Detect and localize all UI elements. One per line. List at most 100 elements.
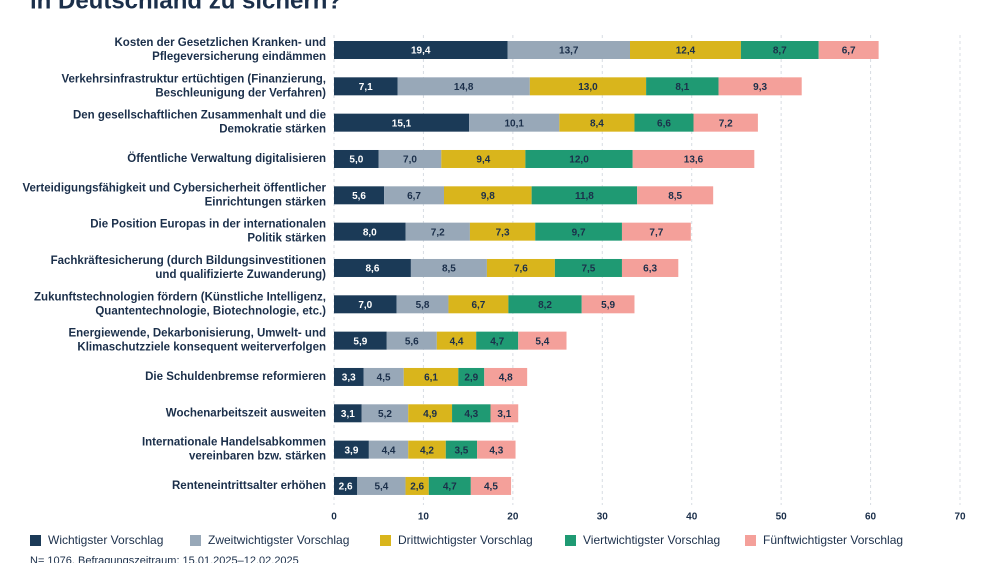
legend-swatch xyxy=(380,535,391,546)
bar-segment xyxy=(436,331,477,350)
value-label: 4,7 xyxy=(443,482,457,493)
value-label: 4,9 xyxy=(423,409,437,420)
bar-segment xyxy=(378,149,442,168)
value-label: 9,3 xyxy=(753,82,767,93)
bar-segment xyxy=(469,113,560,132)
bar-segment xyxy=(386,331,437,350)
bar-segment xyxy=(559,113,635,132)
bar-segment xyxy=(476,331,519,350)
bar-segment xyxy=(621,258,679,277)
x-tick-label: 50 xyxy=(776,512,788,523)
bar-segment xyxy=(718,77,802,96)
x-tick-label: 30 xyxy=(597,512,609,523)
bar-segment xyxy=(458,367,485,386)
bar-segment xyxy=(531,186,638,205)
value-label: 5,9 xyxy=(601,300,615,311)
value-label: 7,3 xyxy=(496,227,510,238)
bar-segment xyxy=(334,404,362,423)
value-label: 5,8 xyxy=(416,300,430,311)
value-label: 7,0 xyxy=(403,155,417,166)
category-label: Renteneintrittsalter erhöhen xyxy=(172,480,326,492)
bar-segment xyxy=(441,149,526,168)
value-label: 3,3 xyxy=(342,373,356,384)
value-label: 8,5 xyxy=(668,191,682,202)
bar-segment xyxy=(470,476,512,495)
bar-segment xyxy=(518,331,567,350)
value-label: 8,1 xyxy=(675,82,689,93)
value-label: 8,5 xyxy=(442,264,456,275)
bar-segment xyxy=(621,222,691,241)
value-label: 13,6 xyxy=(684,155,704,166)
value-label: 7,2 xyxy=(431,227,445,238)
category-label: Internationale Handelsabkommen vereinbare… xyxy=(142,437,326,463)
value-label: 4,3 xyxy=(489,445,503,456)
category-label: Wochenarbeitszeit ausweiten xyxy=(166,407,326,419)
value-label: 10,1 xyxy=(504,118,524,129)
bar-segment xyxy=(410,258,487,277)
category-label: Energiewende, Dekarbonisierung, Umwelt- … xyxy=(68,328,326,354)
value-label: 5,9 xyxy=(353,336,367,347)
bar-segment xyxy=(361,404,409,423)
bar-segment xyxy=(818,41,879,59)
bar-segment xyxy=(334,258,411,277)
value-label: 2,9 xyxy=(464,373,478,384)
note: N= 1076, Befragungszeitraum: 15.01.2025–… xyxy=(30,555,299,563)
bar-segment xyxy=(632,149,755,168)
category-label: Verteidigungsfähigkeit und Cybersicherhe… xyxy=(22,182,326,208)
bar-segment xyxy=(693,113,758,132)
legend-swatch xyxy=(190,535,201,546)
value-label: 7,2 xyxy=(719,118,733,129)
bar-segment xyxy=(634,113,694,132)
value-label: 3,5 xyxy=(454,445,468,456)
category-label: Fachkräftesicherung (durch Bildungsinves… xyxy=(51,255,327,281)
legend-label: Wichtigster Vorschlag xyxy=(48,533,163,547)
bar-segment xyxy=(334,149,379,168)
value-label: 6,3 xyxy=(643,264,657,275)
x-tick-label: 0 xyxy=(331,512,337,523)
bar-segment xyxy=(384,186,444,205)
bar-segment xyxy=(428,476,471,495)
bar-segment xyxy=(507,41,631,59)
bar-segment xyxy=(334,295,397,314)
bar-segment xyxy=(334,41,508,59)
value-label: 6,7 xyxy=(842,46,856,57)
value-label: 7,0 xyxy=(358,300,372,311)
legend-label: Fünftwichtigster Vorschlag xyxy=(763,533,903,547)
legend-swatch xyxy=(745,535,756,546)
value-label: 12,4 xyxy=(676,46,696,57)
bar-segment xyxy=(408,440,446,459)
bar-segment xyxy=(403,367,459,386)
value-label: 3,1 xyxy=(497,409,511,420)
bar-segment xyxy=(334,77,398,96)
bar-segment xyxy=(368,440,409,459)
bar-segment xyxy=(334,367,364,386)
value-label: 8,4 xyxy=(590,118,604,129)
bar-segment xyxy=(484,367,528,386)
value-label: 5,0 xyxy=(349,155,363,166)
legend-label: Drittwichtigster Vorschlag xyxy=(398,533,533,547)
bar-segment xyxy=(408,404,453,423)
value-label: 12,0 xyxy=(569,155,589,166)
category-label: Den gesellschaftlichen Zusammenhalt und … xyxy=(73,110,326,136)
value-label: 3,9 xyxy=(344,445,358,456)
value-label: 15,1 xyxy=(392,118,412,129)
value-label: 7,1 xyxy=(359,82,373,93)
value-label: 4,8 xyxy=(499,373,513,384)
bar-segment xyxy=(508,295,582,314)
value-label: 8,0 xyxy=(363,227,377,238)
value-label: 6,7 xyxy=(471,300,485,311)
bar-segment xyxy=(334,186,385,205)
bar-segment xyxy=(477,440,516,459)
value-label: 4,5 xyxy=(484,482,498,493)
legend-label: Zweitwichtigster Vorschlag xyxy=(208,533,349,547)
category-label: Verkehrsinfrastruktur ertüchtigen (Finan… xyxy=(61,73,326,99)
bar-segment xyxy=(334,440,369,459)
bar-segment xyxy=(405,222,470,241)
value-label: 8,2 xyxy=(538,300,552,311)
bar-segment xyxy=(740,41,819,59)
value-label: 6,1 xyxy=(424,373,438,384)
value-label: 8,7 xyxy=(773,46,787,57)
bar-segment xyxy=(535,222,622,241)
x-tick-label: 70 xyxy=(954,512,966,523)
